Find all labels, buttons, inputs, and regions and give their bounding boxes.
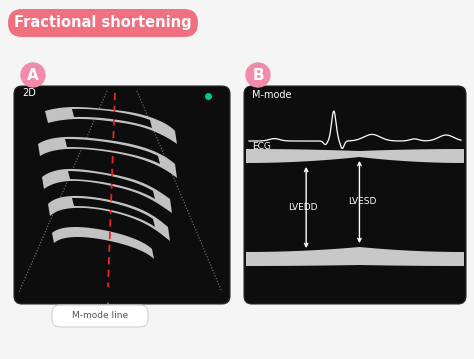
Polygon shape	[42, 169, 172, 213]
FancyBboxPatch shape	[52, 305, 148, 327]
Text: M-mode: M-mode	[252, 90, 292, 100]
Polygon shape	[48, 196, 170, 241]
Polygon shape	[72, 109, 152, 128]
FancyBboxPatch shape	[14, 86, 230, 304]
Polygon shape	[65, 139, 160, 164]
Polygon shape	[45, 107, 177, 144]
Polygon shape	[246, 149, 464, 163]
Text: LVESD: LVESD	[348, 197, 377, 206]
FancyBboxPatch shape	[244, 86, 466, 304]
Text: 2D: 2D	[22, 88, 36, 98]
Polygon shape	[246, 247, 464, 266]
Text: B: B	[252, 67, 264, 83]
Polygon shape	[38, 137, 177, 178]
Polygon shape	[52, 227, 154, 259]
Polygon shape	[68, 171, 155, 199]
Circle shape	[246, 63, 270, 87]
Text: Septum: Septum	[424, 151, 462, 161]
Text: Posterior wall: Posterior wall	[396, 254, 462, 264]
Text: Fractional shortening: Fractional shortening	[14, 15, 192, 31]
Polygon shape	[72, 198, 155, 227]
FancyBboxPatch shape	[8, 9, 198, 37]
Circle shape	[21, 63, 45, 87]
Text: LVEDD: LVEDD	[288, 203, 318, 212]
Text: A: A	[27, 67, 39, 83]
Text: ECG: ECG	[252, 142, 271, 151]
Text: M-mode line: M-mode line	[72, 312, 128, 321]
